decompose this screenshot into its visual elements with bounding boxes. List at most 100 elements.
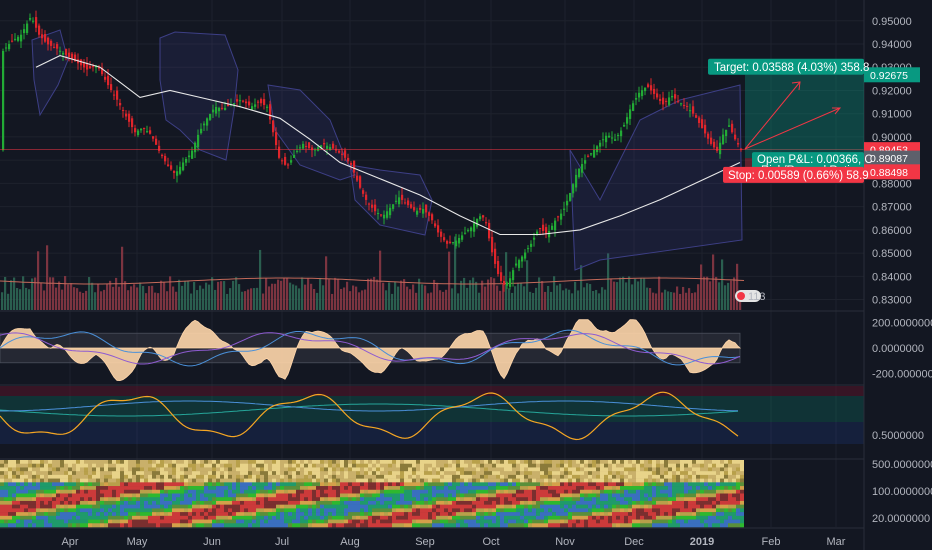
heatmap-cell	[84, 482, 88, 487]
heatmap-cell	[136, 463, 140, 468]
volume-bar	[127, 290, 130, 310]
heatmap-cell	[16, 500, 20, 505]
heatmap-cell	[512, 497, 516, 502]
heatmap-cell	[200, 519, 204, 524]
candle-body	[548, 231, 551, 238]
heatmap-cell	[360, 460, 364, 465]
heatmap-cell	[424, 512, 428, 517]
heatmap-cell	[20, 493, 24, 498]
heatmap-cell	[408, 467, 412, 472]
oscillator-panel-1[interactable]	[0, 319, 742, 382]
heatmap-cell	[328, 508, 332, 513]
heatmap-cell	[448, 493, 452, 498]
price-panel[interactable]	[0, 10, 864, 310]
heatmap-cell	[636, 474, 640, 479]
heatmap-cell	[120, 463, 124, 468]
heatmap-cell	[312, 478, 316, 483]
heatmap-cell	[616, 493, 620, 498]
heatmap-cell	[268, 486, 272, 491]
heatmap-cell	[156, 515, 160, 520]
heatmap-cell	[232, 508, 236, 513]
heatmap-cell	[440, 497, 444, 502]
candle-body	[617, 134, 620, 137]
heatmap-cell	[668, 508, 672, 513]
envelope-band	[159, 31, 239, 161]
heatmap-cell	[696, 460, 700, 465]
heatmap-cell	[664, 467, 668, 472]
heatmap-cell	[360, 474, 364, 479]
heatmap-cell	[708, 482, 712, 487]
heatmap-cell	[428, 482, 432, 487]
heatmap-cell	[496, 460, 500, 465]
heatmap-cell	[372, 504, 376, 509]
heatmap-cell	[444, 463, 448, 468]
heatmap-cell	[88, 489, 92, 494]
volume-bar	[103, 289, 106, 310]
heatmap-cell	[264, 474, 268, 479]
heatmap-cell	[556, 504, 560, 509]
heatmap-cell	[528, 504, 532, 509]
heatmap-cell	[40, 523, 44, 528]
heatmap-cell	[108, 489, 112, 494]
oscillator-panel-2[interactable]	[0, 386, 864, 444]
heatmap-cell	[728, 515, 732, 520]
heatmap-cell	[4, 471, 8, 476]
target-label-box[interactable]	[708, 58, 864, 75]
heatmap-cell	[28, 519, 32, 524]
heatmap-cell	[612, 471, 616, 476]
heatmap-cell	[164, 508, 168, 513]
candle-body	[200, 128, 203, 134]
heatmap-cell	[648, 515, 652, 520]
heatmap-cell	[148, 460, 152, 465]
volume-bar	[286, 278, 289, 310]
heatmap-cell	[732, 463, 736, 468]
heatmap-cell	[76, 460, 80, 465]
heatmap-cell	[520, 471, 524, 476]
heatmap-cell	[348, 515, 352, 520]
heatmap-cell	[104, 463, 108, 468]
heatmap-cell	[236, 504, 240, 509]
heatmap-cell	[144, 497, 148, 502]
heatmap-cell	[180, 497, 184, 502]
heatmap-cell	[172, 497, 176, 502]
price-label-box[interactable]	[864, 150, 920, 166]
heatmap-cell	[356, 478, 360, 483]
heatmap-cell	[192, 482, 196, 487]
heatmap-cell	[492, 478, 496, 483]
heatmap-cell	[420, 500, 424, 505]
heatmap-cell	[692, 478, 696, 483]
stop-label-box[interactable]	[723, 166, 864, 183]
heatmap-cell	[328, 471, 332, 476]
candle-body	[383, 214, 386, 219]
heatmap-cell	[276, 493, 280, 498]
heatmap-panel[interactable]	[0, 460, 744, 528]
price-label-box[interactable]	[864, 67, 920, 83]
heatmap-cell	[660, 504, 664, 509]
heatmap-cell	[392, 478, 396, 483]
volume-bar	[406, 286, 409, 310]
heatmap-cell	[656, 508, 660, 513]
heatmap-cell	[560, 489, 564, 494]
heatmap-cell	[432, 474, 436, 479]
heatmap-cell	[580, 515, 584, 520]
heatmap-cell	[184, 489, 188, 494]
heatmap-cell	[504, 523, 508, 528]
heatmap-cell	[412, 486, 416, 491]
heatmap-cell	[72, 508, 76, 513]
profit-zone[interactable]	[745, 74, 864, 159]
volume-bar	[1, 292, 4, 310]
heatmap-cell	[244, 519, 248, 524]
heatmap-cell	[672, 486, 676, 491]
heatmap-cell	[556, 460, 560, 465]
heatmap-cell	[36, 489, 40, 494]
volume-bar	[49, 277, 52, 310]
heatmap-cell	[632, 504, 636, 509]
heatmap-cell	[272, 512, 276, 517]
candle-body	[275, 132, 278, 146]
price-label-box[interactable]	[864, 164, 920, 180]
heatmap-cell	[628, 486, 632, 491]
heatmap-cell	[280, 504, 284, 509]
heatmap-cell	[284, 515, 288, 520]
